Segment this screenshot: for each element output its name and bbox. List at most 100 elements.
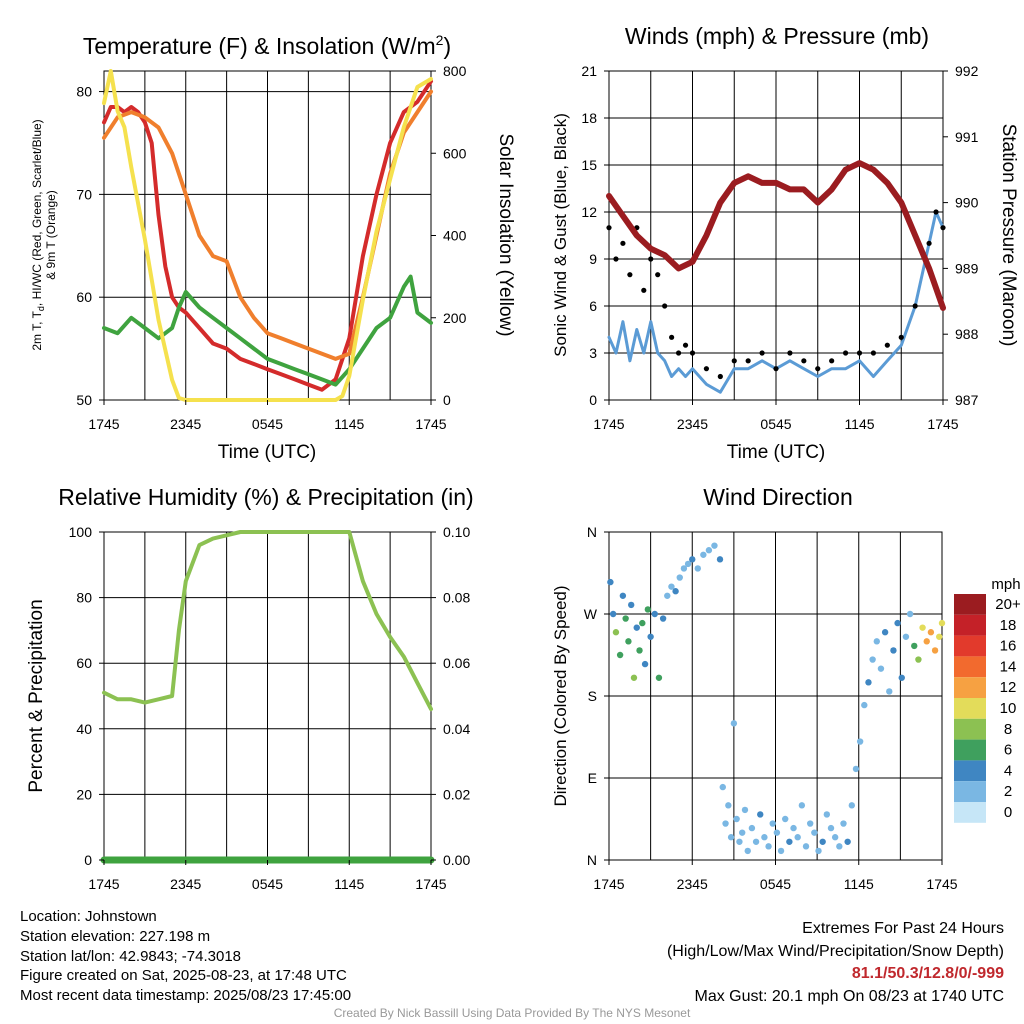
y-tick-label: 21 xyxy=(581,63,597,79)
y2-tick-label: 990 xyxy=(955,195,979,211)
x-tick-label: 1745 xyxy=(593,416,624,432)
station-latlon: Station lat/lon: 42.9843; -74.3018 xyxy=(20,947,242,965)
direction-point xyxy=(651,610,658,618)
legend-swatch xyxy=(954,739,986,761)
gust-point xyxy=(682,342,689,348)
gust-point xyxy=(801,358,807,364)
y-tick-label: N xyxy=(587,852,597,868)
legend-swatch xyxy=(954,614,986,636)
gust-point xyxy=(898,334,904,340)
direction-point xyxy=(794,834,801,841)
legend-swatch xyxy=(954,635,986,657)
gust-point xyxy=(940,225,946,231)
direction-point xyxy=(752,838,760,845)
humidity-left-ticks: 0 20 40 60 80 100 xyxy=(69,524,104,868)
direction-point xyxy=(773,829,781,836)
y2-tick-label: 0.08 xyxy=(443,590,470,606)
direction-point xyxy=(700,551,707,558)
direction-point xyxy=(655,674,663,681)
direction-point xyxy=(894,619,901,627)
direction-point xyxy=(633,624,640,631)
x-tick-label: 0545 xyxy=(252,876,283,892)
gust-point xyxy=(662,303,668,309)
temperature-title: Temperature (F) & Insolation (W/m2) xyxy=(83,32,451,59)
gust-point xyxy=(933,209,939,215)
direction-point xyxy=(902,633,910,640)
legend-label: 10 xyxy=(1000,700,1017,717)
y-tick-label: 80 xyxy=(76,590,92,606)
temperature-series xyxy=(102,69,433,402)
gust-point xyxy=(870,350,877,356)
direction-point xyxy=(898,674,905,681)
y2-tick-label: 200 xyxy=(443,310,467,326)
x-tick-label: 0545 xyxy=(252,416,283,432)
gust-point xyxy=(731,358,737,364)
direction-point xyxy=(938,619,946,627)
direction-point xyxy=(936,633,943,640)
temperature-ylabel-line2: & 9m T (Orange) xyxy=(44,190,58,280)
y2-tick-label: 989 xyxy=(955,260,979,276)
extremes-box: Extremes For Past 24 Hours (High/Low/Max… xyxy=(667,918,1004,1008)
y-tick-label: 50 xyxy=(76,392,92,408)
direction-point xyxy=(802,843,810,850)
legend-swatch xyxy=(954,698,986,719)
y2-tick-label: 400 xyxy=(443,228,467,244)
direction-point xyxy=(641,660,649,668)
gust-point xyxy=(787,350,793,356)
direction-point xyxy=(664,592,671,599)
gust-point xyxy=(773,366,779,372)
y-tick-label: 18 xyxy=(581,110,597,126)
direction-point xyxy=(647,633,654,640)
legend-label: 4 xyxy=(1004,762,1012,779)
direction-point xyxy=(616,651,624,659)
speed-legend: mph 20+ 18 16 14 12 10 8 6 4 2 0 xyxy=(954,576,1021,823)
temperature-left-ticks: 50 60 70 80 xyxy=(76,84,104,408)
direction-point xyxy=(630,674,638,681)
legend-label: 6 xyxy=(1004,742,1012,759)
direction-point xyxy=(684,560,692,568)
winds-series xyxy=(606,160,946,394)
direction-point xyxy=(676,574,683,581)
direction-point xyxy=(823,811,831,818)
direction-point xyxy=(612,629,620,636)
legend-swatch xyxy=(954,594,986,615)
figure-created: Figure created on Sat, 2025-08-23, at 17… xyxy=(20,967,347,985)
station-elevation: Station elevation: 227.198 m xyxy=(20,927,211,945)
direction-point xyxy=(782,815,789,823)
direction-point xyxy=(890,647,897,654)
legend-label: 20+ xyxy=(995,596,1021,613)
legend-swatch xyxy=(954,760,986,782)
gust-point xyxy=(884,342,890,348)
humidity-x-ticks: 1745 2345 0545 1145 1745 xyxy=(88,860,447,892)
x-tick-label: 1745 xyxy=(415,416,446,432)
extremes-subheading: (High/Low/Max Wind/Precipitation/Snow De… xyxy=(666,942,1004,960)
direction-point xyxy=(886,688,893,695)
x-tick-label: 1745 xyxy=(88,876,119,892)
y-tick-label: 100 xyxy=(69,524,93,540)
direction-point xyxy=(881,629,889,636)
y2-tick-label: 987 xyxy=(955,392,979,408)
gust-point xyxy=(926,240,932,246)
relative-humidity-line xyxy=(102,530,433,712)
gust-point xyxy=(912,303,918,309)
direction-point xyxy=(689,556,696,563)
gust-point xyxy=(606,225,612,231)
direction-point xyxy=(836,843,843,850)
direction-point xyxy=(622,615,629,622)
direction-point xyxy=(730,720,738,727)
y2-tick-label: 800 xyxy=(443,63,467,79)
legend-swatch xyxy=(954,718,986,740)
direction-point xyxy=(790,824,797,832)
direction-point xyxy=(852,765,860,773)
direction-point xyxy=(619,592,627,599)
winds-xlabel: Time (UTC) xyxy=(727,442,826,463)
direction-point xyxy=(811,829,818,836)
y2-tick-label: 600 xyxy=(443,145,467,161)
direction-point xyxy=(831,834,839,841)
gust-point xyxy=(627,272,633,278)
gust-point xyxy=(648,256,654,262)
sonic-wind-line xyxy=(607,210,945,394)
gust-point xyxy=(815,366,821,372)
humidity-grid xyxy=(104,532,431,860)
